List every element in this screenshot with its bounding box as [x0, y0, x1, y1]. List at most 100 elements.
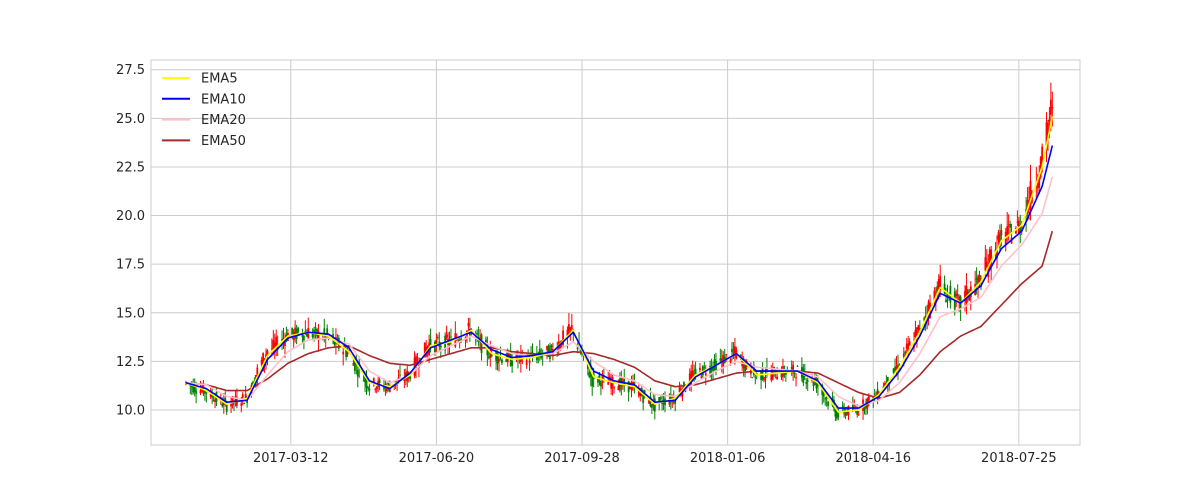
candle-body — [221, 404, 224, 407]
candle-body — [1016, 221, 1019, 223]
candle-body — [1038, 174, 1041, 188]
candle-body — [297, 327, 299, 333]
candle-body — [579, 348, 582, 353]
legend-label-ema20: EMA20 — [201, 113, 246, 128]
candle-body — [272, 340, 275, 351]
candle-body — [205, 392, 208, 394]
candle-body — [774, 377, 777, 379]
candle-body — [1036, 183, 1039, 189]
candle-body — [712, 366, 714, 371]
y-axis-ticks: 10.0 12.5 15.0 17.5 20.0 22.5 25.0 27.5 — [116, 63, 145, 418]
candle-body — [275, 336, 278, 347]
candle-body — [923, 317, 926, 321]
candle-body — [568, 324, 570, 336]
candle-body — [734, 346, 736, 354]
candle-body — [1048, 119, 1051, 122]
candle-body — [965, 286, 968, 304]
candle-body — [653, 398, 656, 412]
candle-body — [815, 377, 818, 389]
y-tick-label: 20.0 — [116, 209, 145, 224]
candle-body — [588, 372, 591, 378]
candle-body — [597, 378, 599, 383]
candle-body — [902, 353, 905, 357]
candle-body — [234, 396, 237, 403]
candle-body — [945, 299, 947, 303]
candle-body — [999, 234, 1001, 248]
candle-body — [193, 383, 196, 392]
candle-body — [784, 372, 787, 375]
candle-body — [266, 350, 269, 356]
candle-body — [353, 358, 356, 371]
series-line-ema50 — [185, 230, 1054, 400]
candle-body — [754, 376, 757, 378]
candle-body — [332, 334, 334, 338]
candle-body — [562, 330, 564, 345]
candle-body — [933, 290, 936, 301]
candle-body — [525, 360, 528, 366]
candle-body — [633, 382, 636, 385]
candle-body — [559, 344, 562, 349]
candle-body — [867, 394, 870, 401]
candle-body — [291, 327, 294, 335]
candle-body — [844, 411, 847, 416]
candle-body — [639, 393, 642, 397]
candle-body — [703, 367, 706, 368]
candle-body — [403, 378, 406, 382]
candle-body — [262, 353, 265, 371]
candle-body — [546, 345, 548, 350]
candle-body — [978, 275, 981, 284]
y-tick-label: 10.0 — [116, 404, 145, 419]
candle-body — [637, 389, 640, 396]
candle-body — [790, 366, 793, 369]
candle-body — [780, 371, 783, 378]
candle-body — [404, 372, 407, 378]
candle-body — [793, 372, 796, 374]
candle-body — [985, 261, 988, 268]
candle-body — [323, 328, 326, 334]
candle-body — [224, 398, 227, 401]
candle-body — [824, 398, 827, 400]
candle-body — [833, 399, 835, 409]
candle-body — [243, 403, 246, 405]
candle-body — [372, 378, 375, 384]
candle-body — [485, 339, 487, 343]
candle-body — [805, 382, 808, 384]
y-tick-label: 15.0 — [116, 306, 145, 321]
candle-body — [642, 395, 645, 403]
legend-label-ema50: EMA50 — [201, 134, 246, 149]
x-tick-label: 2018-07-25 — [981, 451, 1057, 466]
candle-body — [1047, 122, 1049, 139]
candle-body — [761, 367, 764, 379]
candle-body — [256, 367, 259, 378]
candle-body — [460, 338, 463, 341]
candle-body — [435, 340, 438, 345]
candle-body — [214, 399, 216, 403]
candle-body — [211, 393, 214, 398]
candle-body — [231, 396, 234, 406]
candle-body — [570, 325, 573, 329]
candle-body — [388, 387, 391, 392]
ema-lines — [185, 116, 1054, 413]
series-line-ema5 — [185, 116, 1054, 413]
candle-body — [375, 386, 378, 390]
candle-body — [834, 408, 837, 417]
x-tick-label: 2017-03-12 — [253, 451, 329, 466]
x-tick-label: 2018-04-16 — [835, 451, 911, 466]
candle-body — [917, 325, 920, 330]
candle-body — [732, 352, 735, 354]
candle-body — [904, 351, 907, 354]
candle-body — [385, 386, 388, 392]
candle-body — [643, 390, 646, 395]
candle-body — [505, 359, 508, 363]
candle-body — [281, 339, 283, 341]
candle-body — [691, 370, 694, 376]
candle-body — [812, 382, 815, 387]
candle-body — [387, 382, 390, 385]
candle-body — [399, 374, 401, 376]
candle-body — [598, 373, 601, 378]
candle-body — [907, 343, 910, 352]
candle-body — [528, 360, 531, 364]
series-line-ema20 — [185, 176, 1054, 407]
candle-body — [729, 359, 732, 363]
candle-body — [1029, 180, 1032, 211]
